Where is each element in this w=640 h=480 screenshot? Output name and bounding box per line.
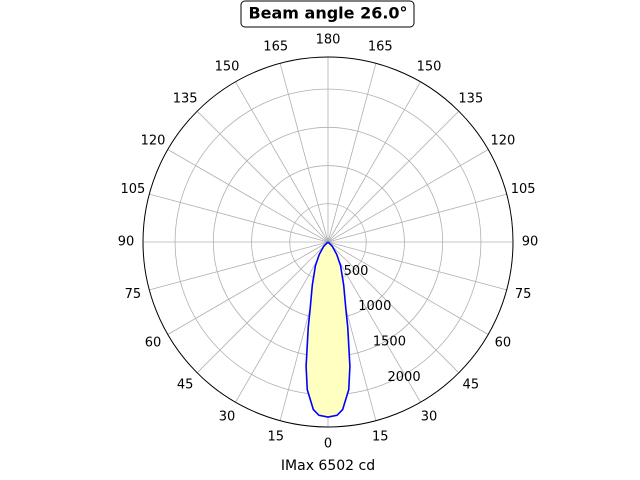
theta-tick-label: 135: [458, 92, 483, 107]
theta-tick-label: 165: [263, 39, 288, 54]
grid-spoke: [327, 81, 421, 243]
theta-tick-label: 90: [118, 235, 135, 250]
theta-tick-label: 120: [491, 134, 516, 149]
x-axis-label: IMax 6502 cd: [281, 458, 375, 474]
grid-spoke: [149, 193, 329, 243]
r-tick-label: 1000: [358, 299, 391, 314]
theta-tick-label: 150: [215, 60, 240, 75]
theta-tick-label: 30: [219, 409, 236, 424]
r-tick-label: 2000: [388, 370, 421, 385]
grid-spoke: [327, 110, 460, 243]
beam-fill: [306, 242, 350, 418]
grid-spoke: [327, 241, 489, 335]
theta-tick-label: 105: [120, 182, 145, 197]
theta-tick-label: 75: [125, 287, 142, 302]
theta-tick-label: 90: [522, 235, 539, 250]
grid-spoke: [235, 81, 329, 243]
theta-tick-label: 15: [267, 430, 284, 445]
theta-tick-label: 135: [173, 92, 198, 107]
grid-spoke: [327, 241, 507, 291]
grid-spoke: [167, 149, 329, 243]
theta-tick-label: 45: [177, 377, 194, 392]
theta-tick-label: 180: [316, 33, 341, 48]
grid-spoke: [327, 241, 460, 374]
r-tick-label: 1500: [373, 334, 406, 349]
theta-tick-label: 60: [145, 336, 162, 351]
theta-tick-label: 60: [495, 336, 512, 351]
r-tick-label: 500: [344, 264, 369, 279]
title-box: [240, 0, 415, 28]
chart-title: Beam angle 26.0°: [248, 4, 407, 23]
theta-tick-label: 45: [463, 377, 480, 392]
theta-tick-label: 105: [511, 182, 536, 197]
grid-spoke: [327, 149, 489, 243]
theta-tick-label: 150: [417, 60, 442, 75]
theta-tick-label: 0: [324, 437, 332, 452]
grid-spoke: [327, 63, 377, 243]
theta-tick-label: 15: [372, 430, 389, 445]
grid-spoke: [327, 241, 421, 403]
theta-tick-label: 30: [421, 409, 438, 424]
grid-spoke: [196, 241, 329, 374]
theta-tick-label: 165: [368, 39, 393, 54]
beam-line: [305, 241, 351, 418]
grid-spoke: [327, 193, 507, 243]
grid-spoke: [196, 110, 329, 243]
theta-tick-label: 120: [141, 134, 166, 149]
theta-tick-label: 75: [515, 287, 532, 302]
grid-spoke: [279, 63, 329, 243]
grid-spoke: [235, 241, 329, 403]
grid-spoke: [149, 241, 329, 291]
grid-spoke: [167, 241, 329, 335]
polar-frame: [142, 56, 514, 428]
